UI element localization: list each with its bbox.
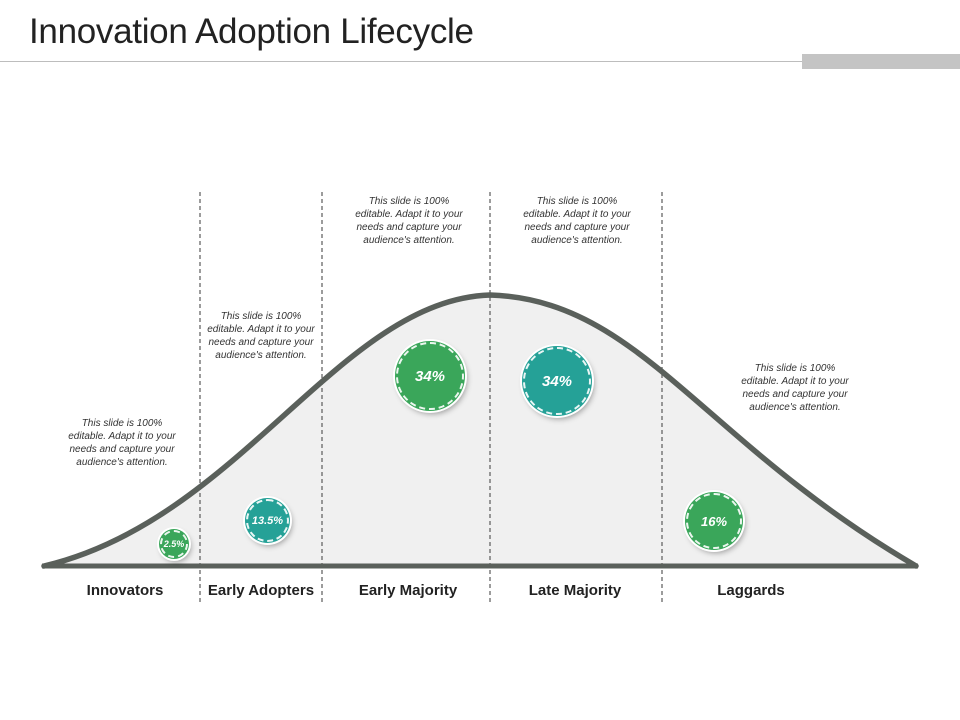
note-early-adopters: This slide is 100% editable. Adapt it to… — [207, 311, 315, 361]
category-label-late-majority: Late Majority — [528, 582, 622, 599]
category-label-early-majority: Early Majority — [358, 582, 458, 599]
percent-circle-innovators: 2.5% — [159, 529, 189, 559]
note-laggards: This slide is 100% editable. Adapt it to… — [741, 363, 849, 413]
note-late-majority: This slide is 100% editable. Adapt it to… — [523, 196, 631, 246]
category-label-laggards: Laggards — [717, 582, 785, 599]
page-title: Innovation Adoption Lifecycle — [29, 12, 474, 51]
percent-circle-early-majority: 34% — [395, 341, 465, 411]
percent-circle-laggards: 16% — [685, 492, 743, 550]
percent-label-early-majority: 34% — [414, 367, 446, 385]
note-early-majority: This slide is 100% editable. Adapt it to… — [355, 196, 463, 246]
percent-circle-early-adopters: 13.5% — [245, 498, 290, 543]
category-label-innovators: Innovators — [86, 582, 164, 599]
percent-label-late-majority: 34% — [541, 372, 573, 390]
title-accent-bar — [802, 54, 960, 69]
percent-circle-late-majority: 34% — [522, 346, 592, 416]
percent-label-early-adopters: 13.5% — [251, 514, 284, 527]
category-label-early-adopters: Early Adopters — [207, 582, 315, 599]
percent-label-innovators: 2.5% — [163, 539, 185, 549]
note-innovators: This slide is 100% editable. Adapt it to… — [68, 418, 176, 468]
percent-label-laggards: 16% — [700, 513, 728, 529]
bell-curve — [41, 292, 919, 569]
title-underline — [0, 61, 802, 62]
